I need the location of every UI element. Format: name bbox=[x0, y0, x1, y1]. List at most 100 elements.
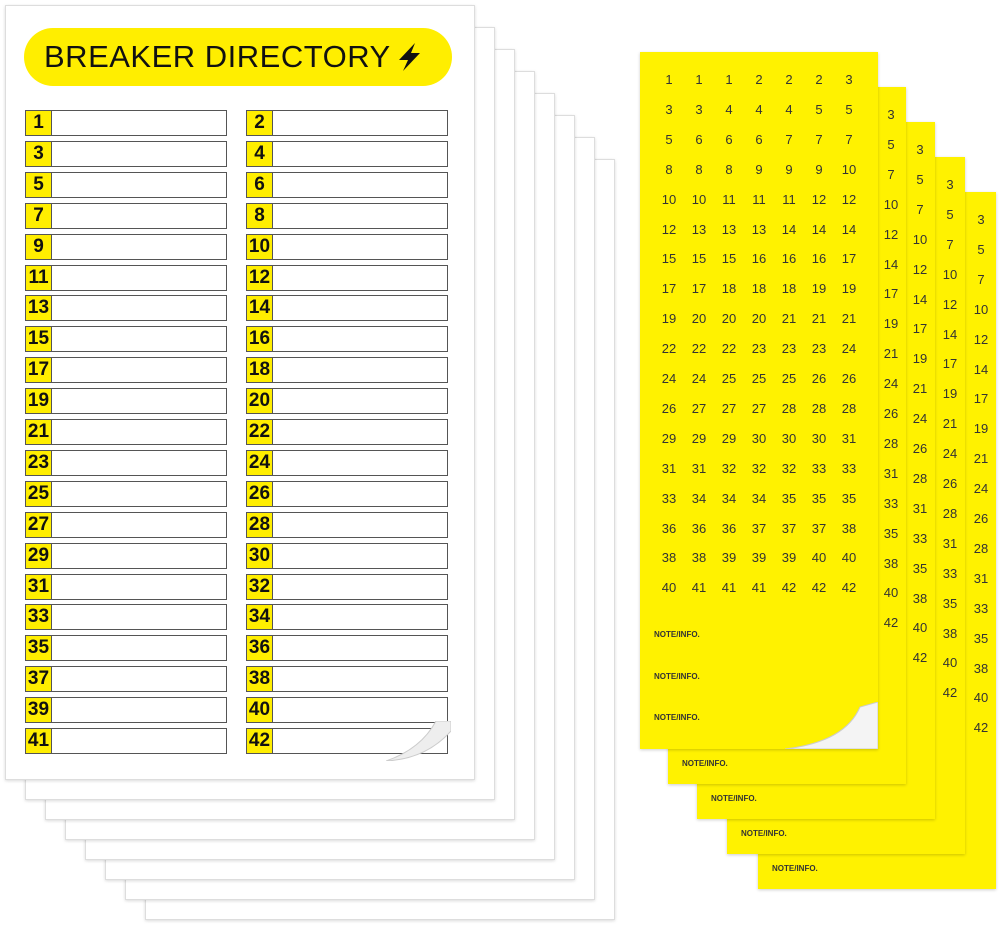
label-number: 5 bbox=[916, 171, 924, 187]
label-number: 10 bbox=[912, 231, 928, 247]
peel-corner bbox=[785, 702, 878, 749]
label-number: 38 bbox=[661, 550, 677, 566]
directory-slot: 9 bbox=[25, 233, 227, 260]
label-number: 32 bbox=[721, 460, 737, 476]
label-number: 42 bbox=[781, 580, 797, 596]
slot-number: 10 bbox=[247, 234, 273, 259]
label-number: 12 bbox=[942, 296, 958, 312]
label-number: 38 bbox=[942, 625, 958, 641]
slot-number: 36 bbox=[247, 636, 273, 661]
label-number: 31 bbox=[912, 500, 928, 516]
label-number: 21 bbox=[883, 346, 899, 362]
note-info-label: NOTE/INFO. bbox=[654, 672, 700, 681]
label-number: 17 bbox=[912, 321, 928, 337]
slot-number: 41 bbox=[26, 729, 52, 753]
label-number: 3 bbox=[887, 107, 895, 122]
note-info-label: NOTE/INFO. bbox=[654, 713, 700, 722]
label-number: 33 bbox=[841, 460, 857, 476]
directory-slot: 7 bbox=[25, 202, 227, 229]
label-number: 16 bbox=[781, 251, 797, 267]
note-info-label: NOTE/INFO. bbox=[654, 630, 700, 639]
label-number: 14 bbox=[973, 361, 989, 377]
label-number: 7 bbox=[845, 131, 853, 147]
label-number: 12 bbox=[973, 331, 989, 347]
label-number: 39 bbox=[751, 550, 767, 566]
directory-sheet: BREAKER DIRECTORY 1 2 3 4 5 6 7 8 9 10 11 12 13 14 15 16… bbox=[5, 5, 475, 780]
label-number: 21 bbox=[811, 311, 827, 327]
label-number: 21 bbox=[781, 311, 797, 327]
label-number: 38 bbox=[691, 550, 707, 566]
label-number: 42 bbox=[883, 615, 899, 631]
label-number: 4 bbox=[785, 101, 793, 117]
label-number: 26 bbox=[811, 371, 827, 386]
label-number: 35 bbox=[973, 630, 989, 646]
label-number: 5 bbox=[665, 131, 673, 147]
directory-slot: 29 bbox=[25, 542, 227, 569]
directory-slot: 16 bbox=[246, 326, 448, 353]
label-number: 3 bbox=[845, 72, 853, 87]
slot-number: 9 bbox=[26, 234, 52, 259]
label-number: 17 bbox=[973, 391, 989, 407]
label-number: 1 bbox=[665, 72, 673, 87]
label-number: 17 bbox=[661, 281, 677, 297]
label-number: 22 bbox=[661, 341, 677, 357]
label-number: 10 bbox=[942, 266, 958, 282]
slot-number: 39 bbox=[26, 698, 52, 723]
label-number: 29 bbox=[721, 430, 737, 446]
label-number: 31 bbox=[942, 535, 958, 551]
directory-slot: 26 bbox=[246, 480, 448, 507]
label-number: 12 bbox=[661, 221, 677, 237]
slot-number: 37 bbox=[26, 667, 52, 692]
label-number: 28 bbox=[973, 540, 989, 556]
label-number: 5 bbox=[977, 241, 985, 257]
label-number: 25 bbox=[781, 371, 797, 386]
directory-slot: 17 bbox=[25, 357, 227, 384]
directory-slot: 41 bbox=[25, 728, 227, 754]
slot-number: 3 bbox=[26, 141, 52, 166]
directory-slot: 8 bbox=[246, 202, 448, 229]
label-number: 28 bbox=[811, 400, 827, 416]
label-number: 18 bbox=[751, 281, 767, 297]
label-number: 1 bbox=[695, 72, 703, 87]
label-number: 38 bbox=[973, 660, 989, 676]
label-number: 12 bbox=[883, 226, 899, 242]
label-number: 20 bbox=[751, 311, 767, 327]
label-number: 42 bbox=[912, 650, 928, 666]
label-number: 22 bbox=[691, 341, 707, 357]
label-number: 40 bbox=[811, 550, 827, 566]
slot-number: 7 bbox=[26, 203, 52, 228]
label-number: 28 bbox=[781, 400, 797, 416]
label-number: 7 bbox=[887, 166, 895, 182]
label-number: 20 bbox=[691, 311, 707, 327]
label-number: 10 bbox=[883, 196, 899, 212]
label-number: 15 bbox=[661, 251, 677, 267]
label-number: 29 bbox=[661, 430, 677, 446]
slot-number: 19 bbox=[26, 389, 52, 414]
label-number: 16 bbox=[751, 251, 767, 267]
label-number: 14 bbox=[912, 291, 928, 307]
label-number: 5 bbox=[815, 101, 823, 117]
label-number: 7 bbox=[785, 131, 793, 147]
slot-number: 29 bbox=[26, 543, 52, 568]
label-number: 26 bbox=[912, 441, 928, 456]
slot-number: 35 bbox=[26, 636, 52, 661]
directory-slot: 27 bbox=[25, 511, 227, 538]
label-sheet: 1 1 1 2 2 2 3 3 3 4 4 4 5 5 5 6 6 6 7 7 7 8 8 8 9 9 9 10 10 10 11 11 11 1… bbox=[640, 52, 878, 749]
slot-number: 2 bbox=[247, 111, 273, 135]
label-number: 14 bbox=[841, 221, 857, 237]
label-number: 33 bbox=[942, 565, 958, 581]
label-number: 19 bbox=[973, 421, 989, 437]
slot-number: 27 bbox=[26, 512, 52, 537]
label-number: 31 bbox=[661, 460, 677, 476]
slot-number: 42 bbox=[247, 729, 273, 753]
label-number: 2 bbox=[785, 72, 793, 87]
label-number: 9 bbox=[815, 161, 823, 177]
label-number: 24 bbox=[841, 341, 857, 357]
label-number: 33 bbox=[811, 460, 827, 476]
label-number: 9 bbox=[785, 161, 793, 177]
label-number: 40 bbox=[883, 585, 899, 601]
slot-number: 38 bbox=[247, 667, 273, 692]
label-number: 1 bbox=[725, 72, 733, 87]
label-number: 19 bbox=[883, 316, 899, 332]
label-number: 27 bbox=[751, 400, 767, 416]
